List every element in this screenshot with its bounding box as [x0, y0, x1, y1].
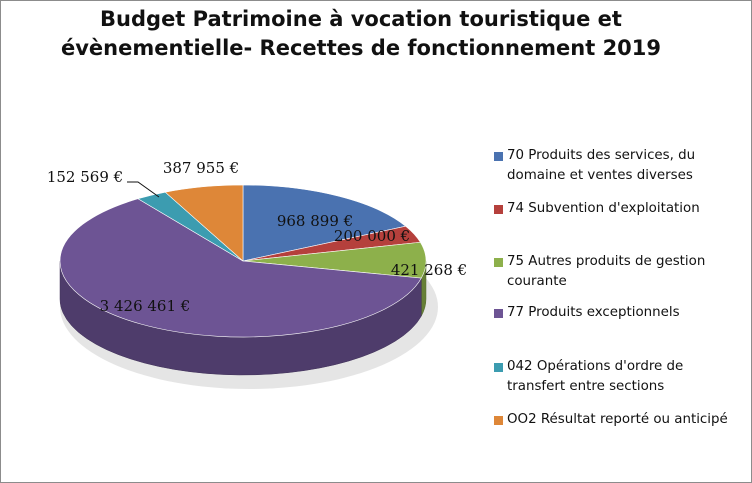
chart-title: Budget Patrimoine à vocation touristique… [41, 5, 681, 63]
leader-line [127, 181, 160, 198]
legend-swatch [494, 205, 503, 214]
legend-swatch [494, 258, 503, 267]
pie-slice-5 [164, 184, 244, 262]
chart-title-line-1: Budget Patrimoine à vocation touristique… [100, 7, 622, 31]
chart-title-line-2: évènementielle- Recettes de fonctionneme… [60, 36, 662, 60]
data-label-2: 421 268 € [391, 261, 467, 279]
legend-label: OO2 Résultat reporté ou anticipé [507, 412, 728, 427]
legend-label: 75 Autres produits de gestion courante [507, 254, 706, 289]
data-label-5: 387 955 € [163, 159, 239, 177]
data-label-0: 968 899 € [277, 212, 353, 230]
pie-slice-0 [242, 184, 407, 262]
legend-swatch [494, 363, 503, 372]
legend-swatch [494, 309, 503, 318]
data-label-1: 200 000 € [334, 227, 410, 245]
pie-slice-3 [59, 198, 422, 338]
legend-swatch [494, 416, 503, 425]
legend-label: 70 Produits des services, du domaine et … [507, 148, 696, 183]
data-label-3: 3 426 461 € [100, 297, 191, 315]
legend-swatch [494, 152, 503, 161]
legend-label: 74 Subvention d'exploitation [507, 201, 700, 216]
legend-label: 77 Produits exceptionnels [507, 305, 680, 320]
data-label-4: 152 569 € [47, 168, 123, 186]
legend-label: 042 Opérations d'ordre de transfert entr… [507, 359, 684, 394]
